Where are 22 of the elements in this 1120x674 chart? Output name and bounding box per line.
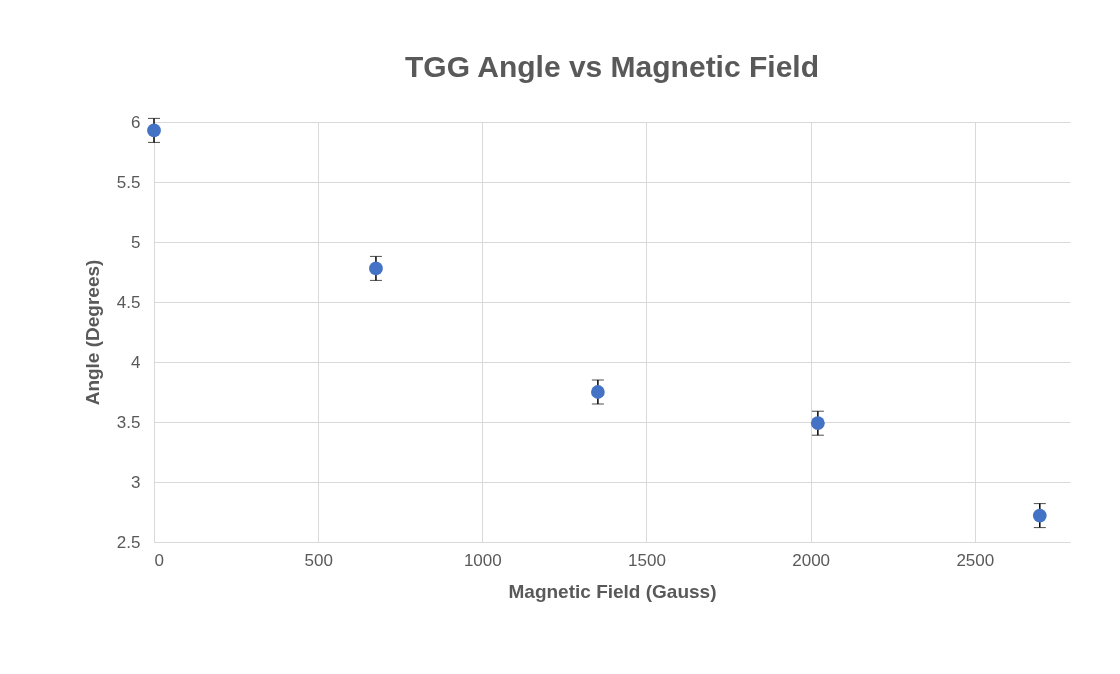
point <box>810 416 825 431</box>
y-tick-label: 4 <box>131 352 141 372</box>
x-tick-label: 1000 <box>463 550 502 570</box>
y-tick-label: 2.5 <box>116 532 141 552</box>
x-tick-label: 500 <box>304 550 333 570</box>
point <box>590 385 605 399</box>
chart-title: TGG Angle vs Magnetic Field <box>405 50 819 83</box>
y-tick-label: 3.5 <box>116 412 141 432</box>
point <box>369 261 383 276</box>
y-tick-label: 5 <box>131 232 141 252</box>
x-tick-label: 1500 <box>628 550 666 570</box>
point <box>1032 508 1047 523</box>
x-tick-label: 0 <box>154 550 164 570</box>
point <box>147 123 161 138</box>
y-tick-label: 3 <box>131 472 141 492</box>
y-tick-label: 4.5 <box>116 292 141 312</box>
x-axis-title: Magnetic Field (Gauss) <box>508 580 717 602</box>
y-axis-title: Angle (Degrees) <box>81 259 103 406</box>
y-tick-label: 5.5 <box>116 172 141 192</box>
x-tick-label: 2000 <box>792 550 831 570</box>
y-tick-label: 6 <box>131 112 141 132</box>
x-tick-label: 2500 <box>956 550 995 570</box>
